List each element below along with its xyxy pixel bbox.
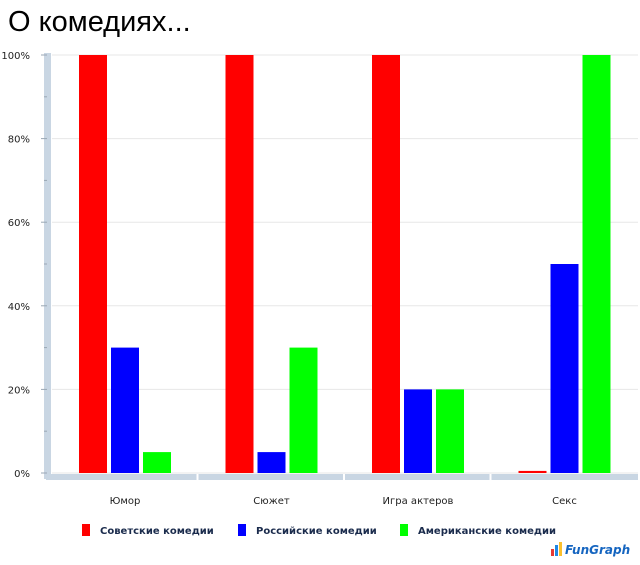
- legend-swatch: [82, 524, 90, 536]
- axes: [41, 53, 638, 481]
- y-tick-label: 80%: [8, 135, 30, 146]
- bar: [436, 389, 464, 473]
- y-tick-label: 20%: [8, 385, 30, 396]
- chart-title: О комедиях...: [8, 6, 191, 38]
- bar: [79, 55, 107, 473]
- fungraph-logo: FunGraph: [551, 542, 630, 557]
- bar: [582, 55, 611, 473]
- x-axis-floor: [46, 474, 638, 480]
- y-tick-label: 60%: [8, 218, 30, 229]
- legend-label: Американские комедии: [418, 526, 556, 537]
- legend-label: Советские комедии: [100, 526, 214, 537]
- y-tick-label: 100%: [1, 51, 30, 62]
- bar: [111, 347, 139, 473]
- y-axis-wall: [44, 53, 51, 479]
- y-tick-label: 0%: [14, 469, 30, 480]
- y-tick-labels: 0% 20% 40% 60% 80% 100%: [1, 51, 30, 480]
- legend-label: Российские комедии: [256, 526, 377, 537]
- bar: [404, 389, 432, 473]
- legend-swatch: [400, 524, 408, 536]
- x-tick-label: Сюжет: [253, 496, 290, 507]
- grid-lines: [52, 54, 638, 474]
- y-tick-label: 40%: [8, 302, 30, 313]
- legend-swatch: [238, 524, 246, 536]
- bar: [372, 55, 400, 473]
- bars: [79, 55, 611, 473]
- bar: [143, 452, 171, 473]
- bar: [289, 347, 318, 473]
- bar: [257, 452, 286, 473]
- x-tick-label: Игра актеров: [383, 496, 454, 507]
- x-tick-label: Юмор: [110, 496, 141, 507]
- legend: Советские комедии Российские комедии Амери…: [82, 524, 556, 537]
- x-tick-label: Секс: [552, 496, 577, 507]
- brand-name: FunGraph: [565, 543, 630, 557]
- bar: [518, 470, 547, 473]
- bar: [550, 264, 579, 473]
- category-labels: Юмор Сюжет Игра актеров Секс: [110, 496, 577, 507]
- bar: [225, 55, 254, 473]
